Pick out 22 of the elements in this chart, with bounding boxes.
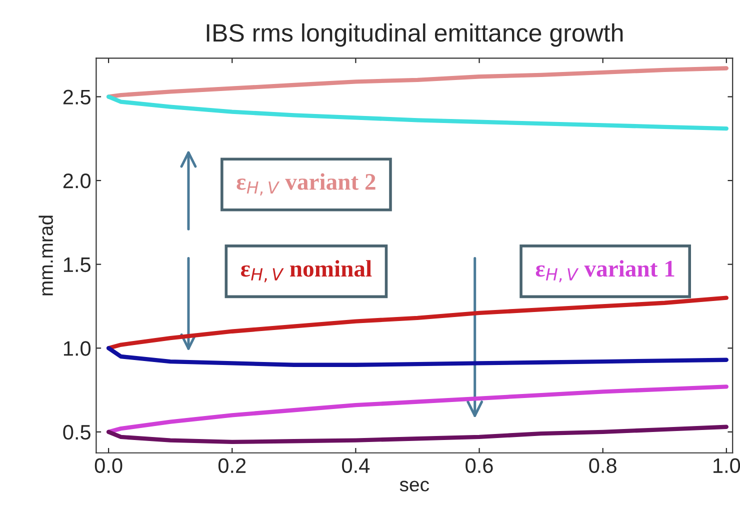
annotation: ε$_{H,V}$ variant 1 bbox=[536, 260, 674, 282]
annotation: ε$_{H,V}$ variant 2 bbox=[236, 173, 376, 196]
x-tick-label: 0.8 bbox=[589, 458, 616, 474]
x-tick-label: 0.4 bbox=[342, 458, 370, 474]
y-tick-label: 2.5 bbox=[63, 90, 90, 104]
x-axis-title: sec bbox=[400, 480, 430, 492]
x-tick-label: 0.6 bbox=[466, 458, 493, 474]
y-axis-title: mm.mrad bbox=[38, 216, 53, 296]
y-tick-label: 2.0 bbox=[63, 174, 91, 188]
line-series bbox=[106, 66, 729, 99]
x-tick-label: 0.0 bbox=[94, 458, 122, 474]
line-series bbox=[106, 384, 729, 434]
annotation: ε$_{H,V}$ nominal bbox=[240, 260, 372, 282]
y-tick-label: 1.0 bbox=[64, 341, 91, 356]
line-series bbox=[106, 346, 729, 367]
y-tick-label: 1.5 bbox=[64, 258, 90, 272]
chart-title: IBS rms longitudinal emittance growth bbox=[206, 23, 623, 47]
x-tick-label: 1.0 bbox=[714, 458, 740, 474]
x-tick-label: 0.2 bbox=[218, 458, 246, 474]
y-tick-label: 0.5 bbox=[63, 424, 90, 440]
line-series bbox=[106, 424, 729, 444]
line-series bbox=[106, 94, 729, 131]
